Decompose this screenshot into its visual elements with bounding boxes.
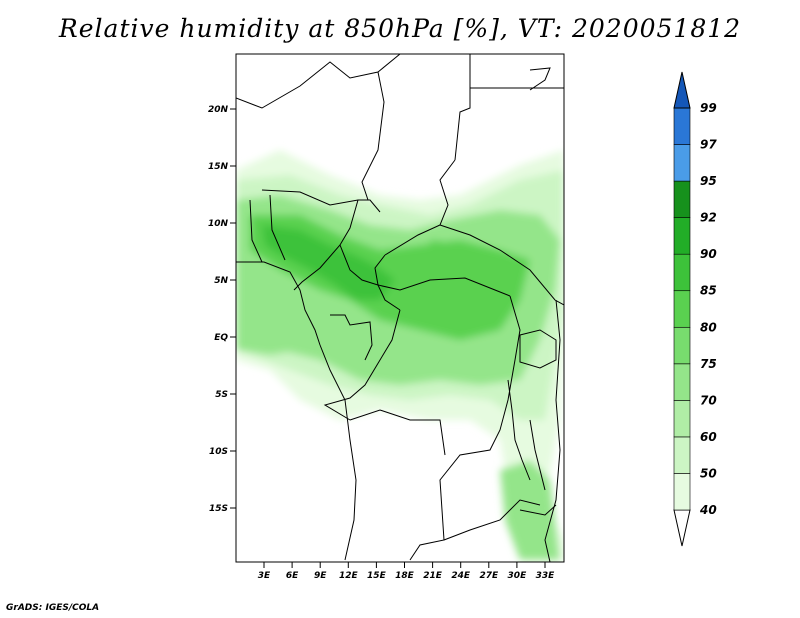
colorbar-label: 95: [700, 174, 717, 188]
colorbar-segment: [673, 290, 691, 328]
colorbar-label: 75: [700, 357, 717, 371]
map-frame: [235, 53, 565, 563]
border-west-1: [249, 199, 263, 263]
border-chad-car: [374, 254, 511, 297]
colorbar-label: 60: [700, 430, 717, 444]
colorbar: 40 50 60 70 75 80 85 90 92 95 97 99: [673, 71, 717, 547]
border-west-coast-1: [236, 261, 321, 346]
lon-tick-label: 33E: [536, 571, 556, 581]
colorbar-label: 80: [700, 320, 717, 334]
lat-tick-label: 5N: [214, 276, 228, 286]
border-congo-drc: [323, 309, 401, 421]
lon-tick-label: 18E: [395, 571, 415, 581]
border-west-coast-2: [319, 344, 357, 561]
colorbar-label: 99: [700, 101, 717, 115]
border-libya-chad: [361, 71, 385, 201]
lon-tick-label: 12E: [339, 571, 359, 581]
lon-tick-label: 6E: [286, 571, 299, 581]
border-nigeria-cameroon: [293, 199, 359, 291]
humidity-band-coastal: [236, 270, 310, 355]
colorbar-segment: [673, 217, 691, 255]
lon-tick-label: 9E: [314, 571, 327, 581]
lon-tick-label: 3E: [258, 571, 271, 581]
lon-tick-label: 27E: [479, 571, 499, 581]
border-angola: [349, 409, 446, 456]
border-red-sea-coast: [529, 67, 551, 91]
colorbar-label: 92: [700, 211, 717, 225]
lat-tick-label: 20N: [208, 105, 229, 115]
colorbar-label: 97: [700, 138, 717, 152]
colorbar-segment: [673, 180, 691, 218]
border-cameroon-car: [339, 244, 401, 311]
border-libya-egypt: [454, 54, 471, 161]
colorbar-segment: [673, 473, 691, 511]
colorbar-label: 50: [700, 466, 717, 480]
border-drc-east: [409, 295, 521, 561]
lat-tick-label: 5S: [215, 390, 228, 400]
latitude-axis: 20N 15N 10N 5N EQ 5S 10S 15S: [208, 105, 236, 514]
lat-tick-label: 10S: [209, 447, 228, 457]
colorbar-segment: [673, 400, 691, 438]
lat-tick-label: EQ: [214, 333, 228, 343]
colorbar-segment: [673, 326, 691, 365]
lat-tick-label: 10N: [208, 219, 229, 229]
map-title: Relative humidity at 850hPa [%], VT: 202…: [58, 14, 742, 43]
border-lake-malawi: [529, 419, 546, 491]
colorbar-label: 70: [700, 393, 717, 407]
colorbar-segment: [673, 436, 691, 474]
lon-tick-label: 30E: [508, 571, 528, 581]
longitude-axis: 3E 6E 9E 12E 15E 18E 21E 24E 27E 30E 33E: [258, 562, 555, 581]
colorbar-segment: [673, 363, 691, 401]
border-lake-victoria: [519, 329, 557, 369]
colorbar-segment: [673, 107, 691, 145]
colorbar-label: 90: [700, 247, 717, 261]
border-gabon: [330, 314, 373, 361]
border-mozambique: [519, 504, 557, 516]
country-borders: [236, 54, 564, 562]
colorbar-over-triangle: [673, 71, 691, 109]
lat-tick-label: 15S: [209, 504, 228, 514]
border-west-2: [269, 194, 286, 261]
colorbar-label: 85: [700, 284, 717, 298]
lon-tick-label: 24E: [451, 571, 471, 581]
colorbar-label: 40: [699, 503, 717, 517]
footer-credit: GrADS: IGES/COLA: [6, 603, 100, 613]
lon-tick-label: 15E: [367, 571, 387, 581]
humidity-band-90-east: [430, 240, 495, 285]
border-nigeria-niger: [261, 189, 381, 213]
border-zambia: [443, 499, 541, 541]
border-sudan-chad: [384, 159, 456, 256]
lon-tick-label: 21E: [423, 571, 443, 581]
humidity-band-90: [262, 225, 395, 300]
lat-tick-label: 15N: [208, 162, 229, 172]
colorbar-segment: [673, 144, 691, 182]
border-lake-tanganyika: [507, 379, 531, 481]
border-east-coast: [544, 299, 561, 562]
humidity-band-south: [500, 460, 560, 560]
humidity-field: [236, 54, 564, 562]
colorbar-segment: [673, 253, 691, 292]
colorbar-under-triangle: [673, 509, 691, 547]
